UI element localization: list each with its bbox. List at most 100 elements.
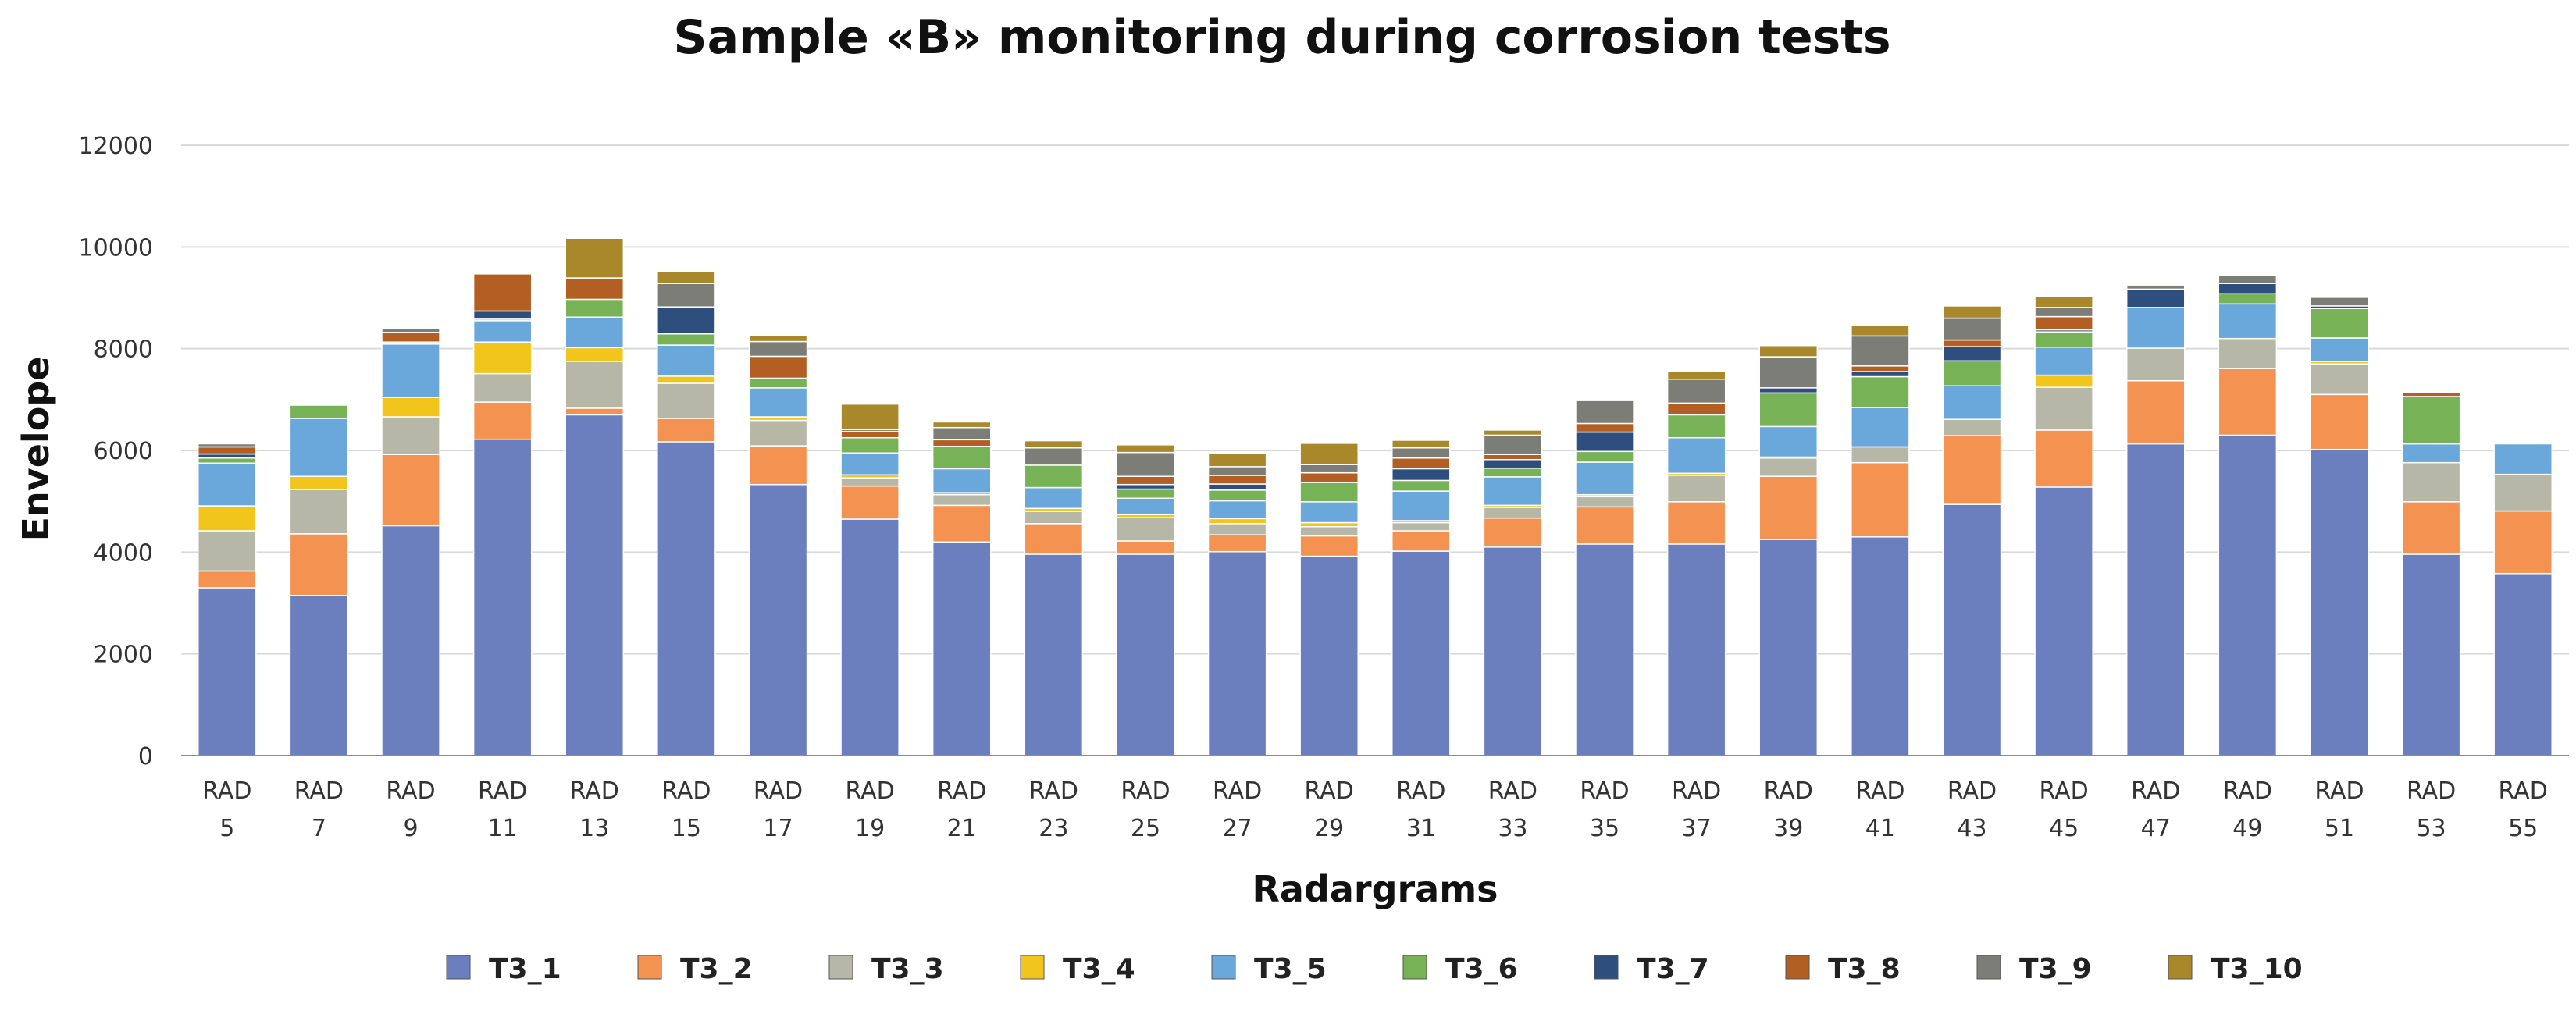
legend-item: T3_5	[1211, 953, 1327, 985]
x-tick-label: RAD	[1855, 777, 1904, 805]
bar-segment-t3-7	[1116, 483, 1175, 490]
bar-segment-t3-4	[1207, 518, 1267, 525]
bar-segment-t3-8	[1391, 457, 1451, 470]
bar-segment-t3-2	[1024, 523, 1084, 555]
bar-segment-t3-5	[565, 316, 625, 349]
bar-segment-t3-10	[1207, 452, 1267, 468]
legend-label: T3_10	[2211, 953, 2303, 985]
bar-segment-t3-5	[1207, 500, 1267, 520]
bar-segment-t3-3	[1851, 446, 1910, 464]
bar-segment-t3-2	[2401, 501, 2461, 555]
bar-segment-t3-3	[1116, 517, 1175, 542]
bar-stack	[1391, 439, 1451, 756]
bar-stack	[748, 334, 808, 756]
bar-segment-t3-9	[1851, 335, 1910, 367]
y-axis-title: Envelope	[15, 357, 57, 542]
bar-segment-t3-2	[565, 407, 625, 416]
legend-item: T3_10	[2168, 953, 2303, 985]
bar-segment-t3-9	[1391, 447, 1451, 459]
x-axis-title: Radargrams	[1252, 868, 1498, 910]
bar-segment-t3-8	[840, 431, 900, 439]
bar-segment-t3-3	[1758, 457, 1819, 477]
y-tick-label: 8000	[94, 336, 153, 364]
bar-segment-t3-7	[1575, 431, 1634, 453]
y-tick-label: 12000	[79, 133, 153, 160]
y-tick-label: 10000	[79, 234, 153, 262]
x-tick-label: RAD	[2131, 777, 2180, 805]
bar-segment-t3-1	[748, 483, 808, 756]
bar-segment-t3-9	[657, 283, 716, 308]
bar-segment-t3-3	[2034, 386, 2093, 431]
bar-segment-t3-2	[2310, 393, 2369, 450]
x-tick-label: RAD	[386, 777, 435, 805]
bar-segment-t3-2	[1758, 475, 1819, 540]
bar-segment-t3-7	[1851, 371, 1910, 378]
bar-segment-t3-9	[2218, 275, 2278, 285]
bar-segment-t3-9	[2310, 297, 2369, 307]
bar-stack	[381, 327, 440, 756]
bar-segment-t3-6	[1024, 464, 1084, 489]
legend-item: T3_1	[446, 953, 561, 985]
x-tick-label: 25	[1131, 815, 1160, 842]
bar-stack	[2125, 284, 2186, 756]
bar-segment-t3-5	[1116, 497, 1175, 515]
bar-segment-t3-6	[2218, 293, 2278, 305]
bar-segment-t3-3	[748, 419, 808, 447]
bar-segment-t3-7	[657, 306, 716, 335]
bar-segment-t3-9	[1483, 434, 1543, 455]
bar-segment-t3-5	[472, 320, 533, 343]
bar-segment-t3-6	[1942, 360, 2002, 386]
bar-segment-t3-2	[1391, 530, 1451, 552]
bar-segment-t3-10	[840, 403, 900, 431]
bar-segment-t3-3	[1666, 475, 1726, 503]
bar-segment-t3-1	[1391, 550, 1451, 756]
bar-segment-t3-2	[2493, 510, 2553, 575]
bar-segment-t3-7	[472, 310, 533, 320]
bar-segment-t3-3	[932, 493, 992, 507]
x-tick-label: RAD	[1029, 777, 1078, 805]
bar-segment-t3-3	[289, 489, 349, 535]
bar-stack	[1942, 305, 2002, 756]
bar-segment-t3-4	[289, 475, 349, 490]
x-tick-label: RAD	[661, 777, 711, 805]
y-axis: 0 2000 4000 6000 8000 10000 12000	[79, 133, 153, 770]
bar-segment-t3-10	[1299, 443, 1359, 465]
bar-segment-t3-6	[1666, 414, 1726, 439]
x-tick-label: 43	[1957, 815, 1986, 842]
bar-stack	[2218, 275, 2278, 756]
bar-segment-t3-8	[1299, 471, 1359, 483]
bar-segment-t3-5	[1851, 407, 1910, 448]
x-tick-label: 15	[672, 815, 701, 842]
bar-segment-t3-1	[289, 594, 349, 756]
bar-segment-t3-5	[657, 344, 716, 377]
x-tick-label: 13	[579, 815, 609, 842]
x-tick-label: RAD	[1305, 777, 1354, 805]
bar-segment-t3-3	[1575, 496, 1634, 508]
bar-segment-t3-2	[1207, 534, 1267, 553]
legend-swatch	[1785, 955, 1810, 980]
x-tick-label: RAD	[1672, 777, 1721, 805]
legend-item: T3_3	[828, 953, 944, 985]
bar-segment-t3-9	[2125, 284, 2186, 290]
bar-segment-t3-10	[1391, 439, 1451, 449]
bar-segment-t3-2	[1942, 435, 2002, 505]
bar-segment-t3-7	[1942, 346, 2002, 362]
bar-segment-t3-5	[1942, 385, 2002, 420]
bar-stack	[657, 270, 716, 756]
bar-segment-t3-6	[1207, 489, 1267, 502]
x-tick-label: 41	[1865, 815, 1895, 842]
bar-segment-t3-2	[840, 485, 900, 520]
y-tick-label: 0	[138, 743, 153, 770]
bar-segment-t3-2	[472, 401, 533, 440]
y-tick-label: 4000	[94, 539, 153, 567]
bar-segment-t3-8	[381, 332, 440, 343]
bar-stack	[565, 237, 625, 756]
bar-segment-t3-1	[1758, 539, 1819, 756]
x-tick-label: RAD	[937, 777, 986, 805]
bar-segment-t3-8	[1116, 475, 1175, 486]
legend-label: T3_7	[1637, 953, 1709, 985]
bar-segment-t3-2	[1851, 461, 1910, 538]
bar-segment-t3-5	[2310, 337, 2369, 362]
legend: T3_1 T3_2 T3_3 T3_4 T3_5 T3_6 T3_7 T3_8 T3_9 T3_1…	[446, 953, 2303, 985]
bar-segment-t3-5	[1391, 490, 1451, 521]
